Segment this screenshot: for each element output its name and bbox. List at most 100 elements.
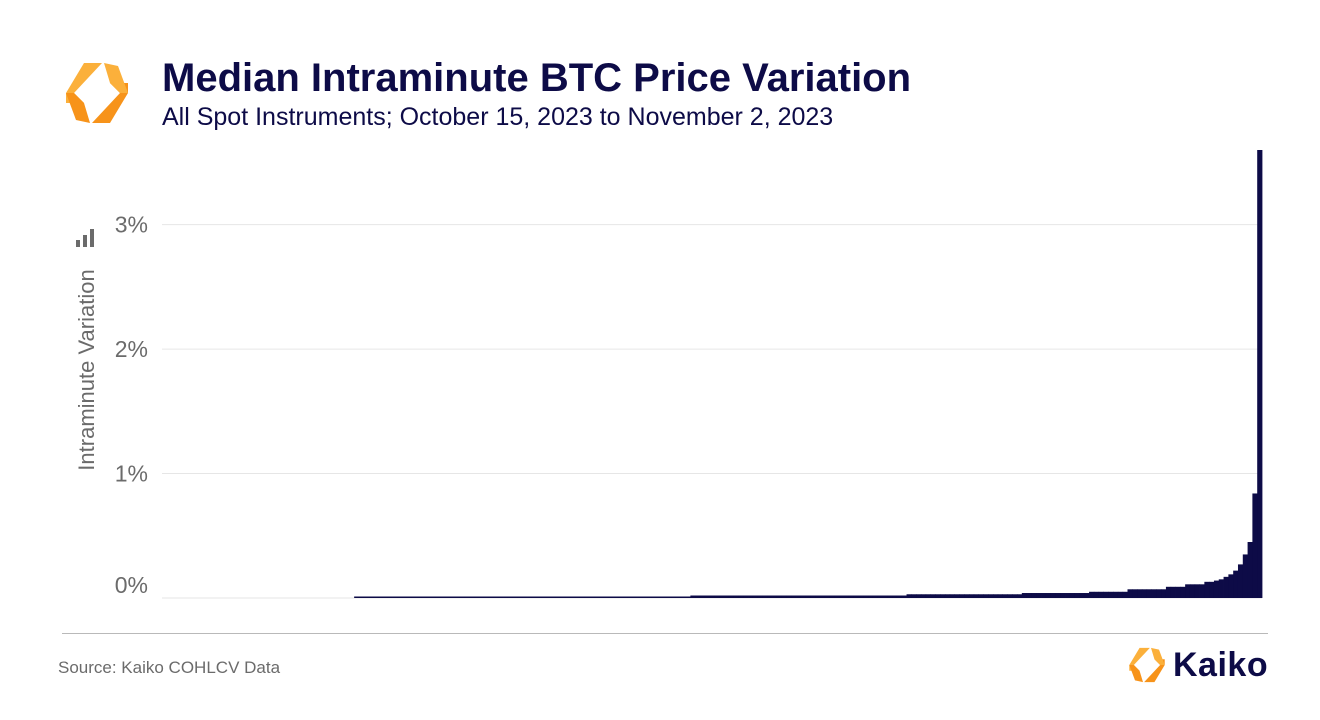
bar[interactable]	[675, 596, 682, 599]
bar[interactable]	[363, 596, 369, 599]
bar[interactable]	[575, 596, 581, 599]
bar[interactable]	[968, 594, 975, 598]
bar[interactable]	[848, 595, 855, 598]
bar[interactable]	[406, 596, 413, 599]
bar[interactable]	[1060, 593, 1066, 598]
bar[interactable]	[973, 594, 979, 598]
bar[interactable]	[719, 595, 725, 598]
bar[interactable]	[1170, 586, 1176, 598]
bar[interactable]	[1132, 589, 1138, 598]
bar-chart-icon[interactable]	[76, 229, 94, 247]
bar[interactable]	[1026, 593, 1032, 598]
bar[interactable]	[551, 596, 557, 599]
bar[interactable]	[1007, 594, 1013, 598]
bar[interactable]	[613, 596, 619, 599]
bar[interactable]	[1093, 591, 1100, 598]
bar[interactable]	[796, 595, 802, 598]
bar[interactable]	[507, 596, 514, 599]
bar[interactable]	[368, 596, 374, 599]
bar[interactable]	[373, 596, 379, 599]
bar[interactable]	[733, 595, 739, 598]
bar[interactable]	[978, 594, 984, 598]
bar[interactable]	[695, 595, 701, 598]
bar[interactable]	[916, 594, 922, 598]
bar[interactable]	[647, 596, 653, 599]
bar[interactable]	[560, 596, 566, 599]
bar[interactable]	[949, 594, 955, 598]
bar[interactable]	[618, 596, 624, 599]
bar[interactable]	[421, 596, 427, 599]
bar[interactable]	[925, 594, 931, 598]
bar[interactable]	[1012, 594, 1018, 598]
bar[interactable]	[853, 595, 859, 598]
bar[interactable]	[637, 596, 643, 599]
bar[interactable]	[541, 596, 547, 599]
bar[interactable]	[786, 595, 792, 598]
bar[interactable]	[1117, 591, 1124, 598]
bar[interactable]	[1180, 586, 1186, 598]
bar[interactable]	[387, 596, 393, 599]
bar[interactable]	[772, 595, 778, 598]
bar[interactable]	[488, 596, 494, 599]
bar[interactable]	[1055, 593, 1061, 598]
bar[interactable]	[546, 596, 552, 599]
bar[interactable]	[906, 594, 912, 598]
bar[interactable]	[920, 594, 927, 598]
bar[interactable]	[834, 595, 840, 598]
bar[interactable]	[608, 596, 614, 599]
bar[interactable]	[959, 594, 965, 598]
bar[interactable]	[728, 595, 735, 598]
bar[interactable]	[1161, 589, 1167, 598]
bar[interactable]	[800, 595, 807, 598]
bar[interactable]	[1045, 593, 1052, 598]
bar[interactable]	[1165, 586, 1172, 598]
bar[interactable]	[993, 594, 999, 598]
bar[interactable]	[671, 596, 677, 599]
bar[interactable]	[378, 596, 384, 599]
bar[interactable]	[623, 596, 629, 599]
bar[interactable]	[498, 596, 504, 599]
bar[interactable]	[584, 596, 590, 599]
bar[interactable]	[479, 596, 485, 599]
bar[interactable]	[392, 596, 398, 599]
bar[interactable]	[589, 596, 595, 599]
bar[interactable]	[815, 595, 821, 598]
bar[interactable]	[426, 596, 432, 599]
bar[interactable]	[743, 595, 749, 598]
bar[interactable]	[892, 595, 898, 598]
bar[interactable]	[1089, 591, 1095, 598]
bar[interactable]	[781, 595, 787, 598]
bar[interactable]	[954, 594, 960, 598]
bar[interactable]	[1257, 150, 1263, 598]
bar[interactable]	[767, 595, 773, 598]
bar[interactable]	[748, 595, 754, 598]
bar[interactable]	[1074, 593, 1080, 598]
bar[interactable]	[1113, 591, 1119, 598]
bar[interactable]	[522, 596, 528, 599]
bar[interactable]	[824, 595, 831, 598]
bar[interactable]	[1213, 580, 1220, 598]
bar[interactable]	[656, 596, 662, 599]
bar[interactable]	[1002, 594, 1008, 598]
bar[interactable]	[1175, 586, 1181, 598]
bar[interactable]	[858, 595, 864, 598]
bar[interactable]	[382, 596, 389, 599]
bar[interactable]	[1127, 589, 1133, 598]
bar[interactable]	[882, 595, 888, 598]
bar[interactable]	[704, 595, 710, 598]
bar[interactable]	[517, 596, 523, 599]
bar[interactable]	[863, 595, 869, 598]
bar[interactable]	[661, 596, 667, 599]
bar[interactable]	[579, 596, 586, 599]
bar[interactable]	[402, 596, 408, 599]
bar[interactable]	[680, 596, 686, 599]
bar[interactable]	[354, 596, 360, 599]
bar[interactable]	[868, 595, 874, 598]
bar[interactable]	[1050, 593, 1056, 598]
bar[interactable]	[503, 596, 509, 599]
bar[interactable]	[1218, 579, 1224, 598]
bar[interactable]	[459, 596, 466, 599]
bar[interactable]	[483, 596, 490, 599]
bar[interactable]	[757, 595, 763, 598]
bar[interactable]	[1189, 584, 1196, 598]
